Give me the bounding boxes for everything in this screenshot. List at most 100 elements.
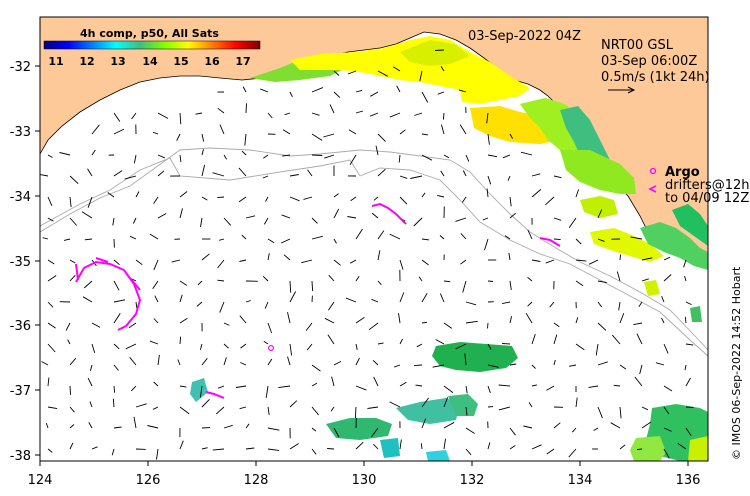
australia-landmass	[40, 17, 708, 259]
current-vector	[531, 364, 536, 369]
current-vector	[179, 317, 188, 324]
current-vector	[410, 175, 423, 179]
current-vector	[371, 212, 379, 219]
current-vector	[509, 212, 516, 219]
current-vector	[354, 406, 357, 419]
current-vector	[113, 426, 122, 429]
colorbar-tick: 15	[173, 55, 188, 68]
current-vector	[240, 362, 247, 366]
current-vector	[507, 175, 511, 181]
current-vector	[305, 322, 313, 331]
current-vector	[333, 238, 337, 244]
current-vector	[661, 296, 665, 303]
current-vector	[91, 149, 96, 156]
current-vector	[81, 211, 93, 219]
current-vector	[553, 175, 562, 179]
current-vector	[245, 447, 255, 450]
current-vector	[89, 364, 93, 372]
current-vector	[355, 441, 364, 450]
current-vector	[509, 196, 512, 207]
current-vector	[263, 154, 269, 159]
current-vector	[91, 124, 100, 135]
current-vector	[179, 191, 188, 198]
current-vector	[113, 170, 123, 177]
current-vector	[398, 154, 401, 163]
current-vector	[399, 129, 406, 135]
current-vector	[418, 276, 423, 282]
current-vector	[91, 343, 96, 354]
current-vector	[421, 238, 430, 241]
current-vector	[345, 297, 357, 303]
current-vector	[370, 91, 379, 97]
current-vector	[133, 154, 137, 164]
current-vector	[223, 217, 232, 226]
current-vector	[641, 278, 649, 282]
current-vector	[619, 444, 626, 450]
current-vector	[597, 209, 603, 219]
current-vector	[244, 133, 247, 146]
current-vector	[432, 364, 445, 368]
current-vector	[377, 230, 385, 240]
current-vector	[47, 377, 50, 387]
current-vector	[575, 343, 585, 351]
argo-legend-line: to 04/09 12Z	[665, 191, 749, 206]
current-vector	[67, 339, 71, 345]
current-vector	[278, 385, 291, 389]
current-vector	[47, 217, 54, 222]
current-vector	[223, 343, 229, 349]
current-vector	[421, 259, 429, 266]
colorbar-tick: 14	[142, 55, 158, 68]
current-vector	[398, 313, 401, 324]
current-vector	[69, 259, 76, 264]
current-vectors	[40, 49, 694, 460]
current-vector	[498, 406, 511, 411]
current-vector	[42, 237, 49, 240]
current-vector	[349, 154, 357, 166]
current-vector	[619, 364, 627, 370]
current-vector	[177, 359, 181, 366]
current-vector	[196, 301, 203, 307]
current-vector	[634, 376, 643, 387]
current-vector	[399, 196, 408, 205]
current-vector	[323, 133, 335, 138]
current-vector	[355, 357, 360, 366]
current-vector	[327, 448, 335, 450]
current-vector	[262, 175, 269, 179]
current-vector	[569, 364, 577, 367]
current-vector	[439, 293, 445, 303]
current-vector	[593, 427, 599, 431]
current-vector	[267, 448, 279, 451]
current-vector	[355, 89, 363, 93]
current-vector	[245, 103, 247, 114]
current-vector	[267, 322, 273, 334]
current-vector	[636, 448, 643, 451]
current-vector	[487, 175, 492, 185]
current-vector	[421, 292, 428, 303]
current-vector	[176, 133, 181, 141]
current-vector	[443, 280, 451, 283]
current-vector	[487, 280, 494, 282]
current-vector	[112, 398, 115, 408]
current-vector	[239, 315, 247, 324]
current-vector	[311, 235, 323, 240]
current-vector	[241, 234, 247, 240]
current-vector	[179, 440, 184, 450]
current-vector	[373, 196, 379, 201]
current-vector	[129, 235, 137, 240]
current-vector	[84, 238, 93, 241]
current-vector	[289, 196, 300, 202]
current-vector	[553, 359, 556, 366]
sst-patches	[190, 36, 708, 461]
current-vector	[389, 233, 401, 240]
current-vector	[527, 301, 533, 307]
current-vector	[135, 259, 143, 266]
current-vector	[88, 422, 93, 429]
current-vector	[135, 403, 147, 408]
current-vector	[684, 275, 687, 282]
current-vector	[663, 343, 669, 354]
current-vector	[307, 169, 313, 177]
current-vector	[462, 170, 467, 177]
current-vector	[63, 238, 71, 241]
current-vector	[377, 280, 382, 286]
current-vector	[135, 191, 140, 198]
